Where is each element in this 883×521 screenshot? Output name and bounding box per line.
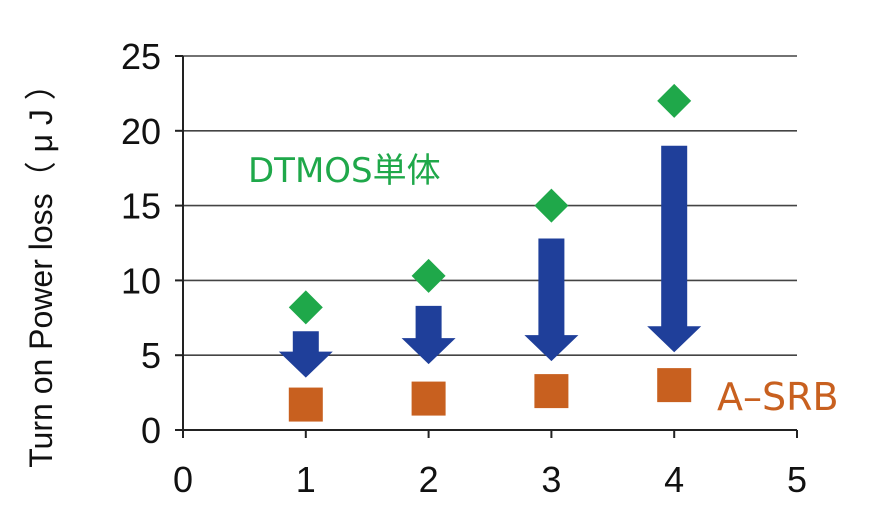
series-label-asrb: A–SRB [717,375,839,419]
gridlines [183,55,797,357]
square-point-asrb [534,374,569,409]
y-axis-label: Turn on Power loss（ μ J ） [23,68,59,468]
diamond-point-dtmos [288,290,323,325]
diamond-point-dtmos [657,83,692,118]
diamond-point-dtmos [411,258,446,293]
reduction-arrows [278,145,702,378]
square-point-asrb [657,368,692,403]
arrow-down-3 [524,238,579,362]
arrow-down-4 [647,145,702,353]
x-tick-label: 4 [664,459,684,500]
square-point-asrb [411,381,446,416]
y-tick-label: 0 [141,410,161,451]
y-tick-label: 25 [121,36,161,77]
x-tick-label: 0 [173,459,193,500]
arrow-down-1 [278,331,333,378]
y-tick-label: 10 [121,260,161,301]
y-tick-label: 20 [121,111,161,152]
x-tick-label: 1 [296,459,316,500]
diamond-point-dtmos [534,188,569,223]
x-tick-label: 2 [419,459,439,500]
x-tick-label: 3 [541,459,561,500]
square-point-asrb [288,387,323,422]
x-tick-labels: 0 1 2 3 4 5 [173,459,807,500]
y-tick-label: 15 [121,186,161,227]
axes [175,55,798,438]
series-label-dtmos: DTMOS単体 [248,151,441,191]
x-tick-label: 5 [787,459,807,500]
y-tick-labels: 0 5 10 15 20 25 [121,36,161,451]
data-points [288,83,692,422]
arrow-down-2 [401,305,456,365]
y-tick-label: 5 [141,335,161,376]
